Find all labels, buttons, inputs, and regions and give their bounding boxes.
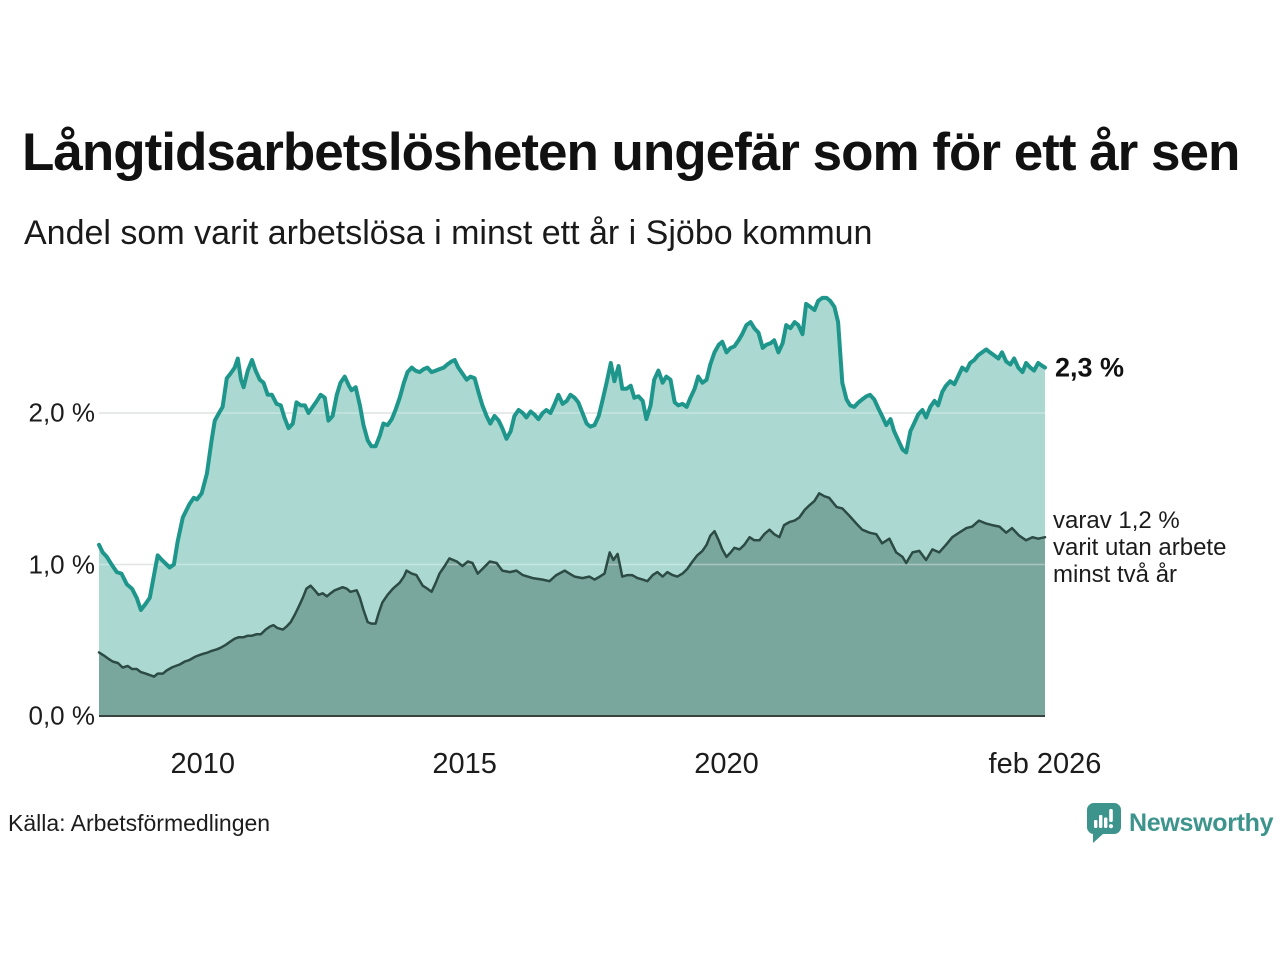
secondary-value-line: varit utan arbete — [1053, 534, 1227, 562]
x-axis-tick-label: feb 2026 — [988, 748, 1102, 780]
latest-value-label: 2,3 % — [1055, 352, 1125, 383]
y-axis-tick-label: 2,0 % — [28, 397, 96, 428]
x-axis-tick-label: 2015 — [432, 748, 497, 780]
page-subtitle: Andel som varit arbetslösa i minst ett å… — [24, 214, 873, 252]
source-credit: Källa: Arbetsförmedlingen — [8, 810, 271, 836]
secondary-value-label: varav 1,2 % varit utan arbete minst två … — [1053, 507, 1226, 588]
x-axis-tick-label: 2010 — [170, 748, 235, 780]
newsworthy-bubble-chart-icon — [1086, 803, 1121, 843]
page-title: Långtidsarbetslösheten ungefär som för e… — [22, 123, 1240, 182]
x-axis-tick-label: 2020 — [694, 748, 759, 780]
secondary-value-line: minst två år — [1053, 561, 1178, 589]
secondary-value-line: varav 1,2 % — [1053, 507, 1180, 535]
y-axis-tick-label: 1,0 % — [28, 549, 96, 579]
newsworthy-logo: Newsworthy — [1086, 802, 1274, 844]
newsworthy-wordmark: Newsworthy — [1129, 808, 1274, 837]
y-axis-tick-label: 0,0 % — [28, 700, 96, 731]
